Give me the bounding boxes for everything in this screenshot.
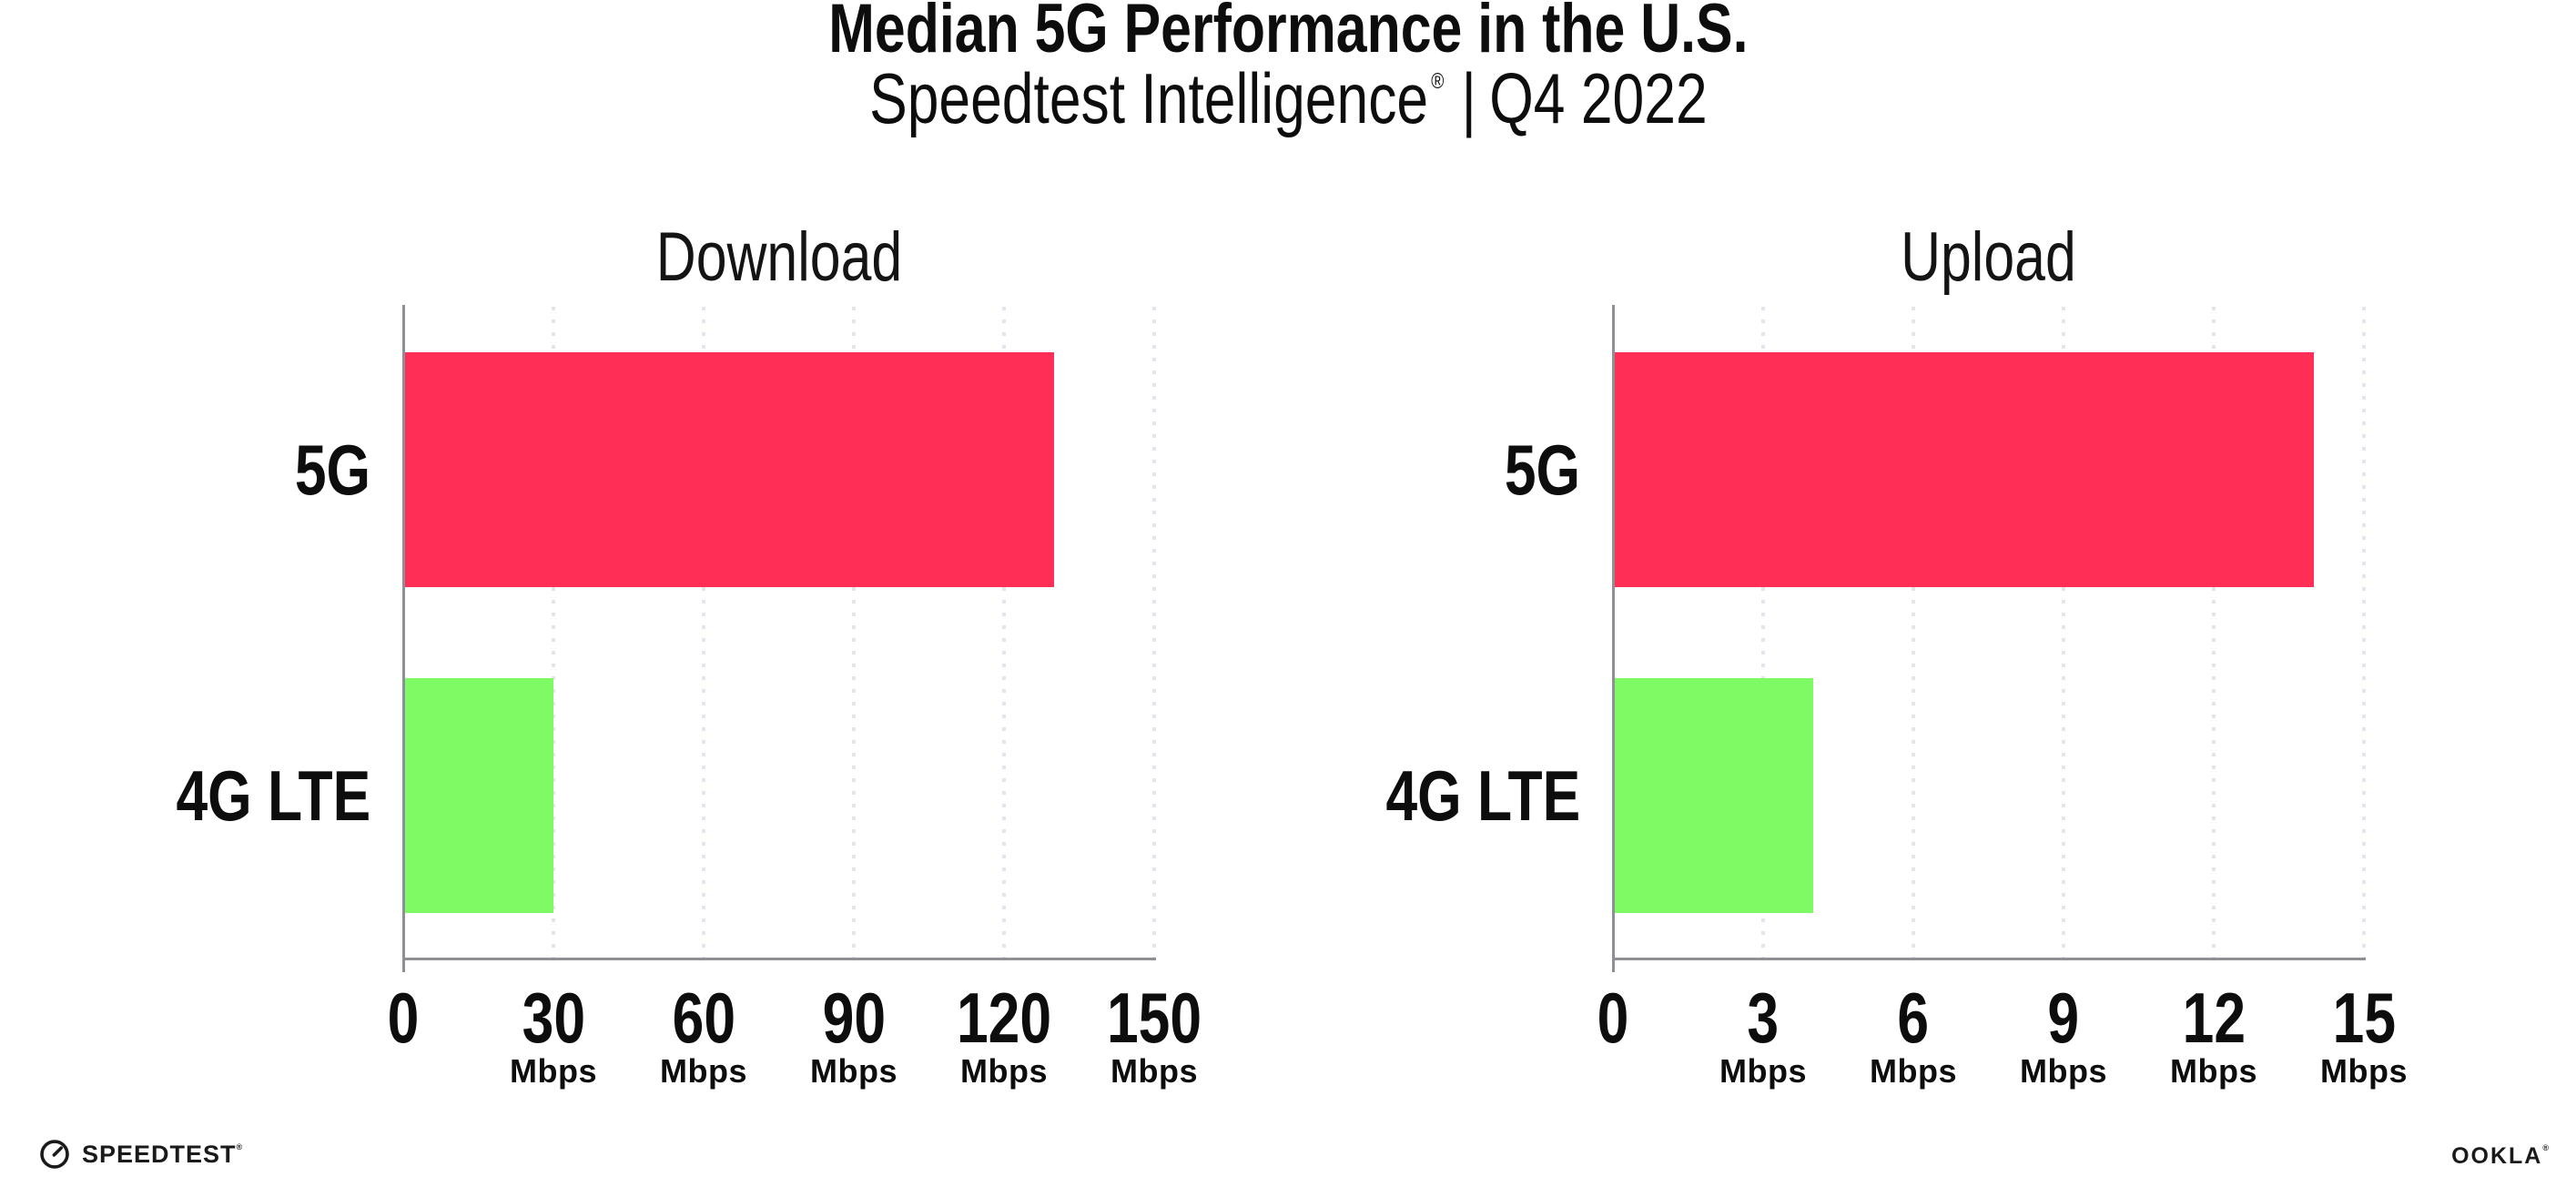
x-tick-value: 0: [383, 978, 422, 1058]
upload-chart-title-text: Upload: [1901, 218, 2076, 296]
category-label-4g-lte: 4G LTE: [127, 678, 370, 913]
x-tick-value-text: 120: [956, 978, 1052, 1058]
x-tick-value-text: 9: [2047, 978, 2080, 1058]
x-tick-unit: Mbps: [810, 1052, 898, 1090]
speedtest-registered-mark-icon: ®: [236, 1141, 244, 1151]
x-tick-value-text: 6: [1897, 978, 1930, 1058]
bar-row-4g-lte: 4G LTE: [1385, 678, 2364, 913]
page-title: Median 5G Performance in the U.S.: [0, 0, 2576, 67]
subtitle-period: Q4 2022: [1488, 58, 1708, 138]
x-tick-12: 12 Mbps: [2170, 978, 2257, 1090]
x-tick-0: 0: [383, 978, 422, 1058]
bar-4g-lte: [403, 678, 553, 913]
x-tick-unit: Mbps: [1110, 1052, 1198, 1090]
gridline-60-mbps: [702, 307, 705, 959]
x-tick-120: 120 Mbps: [945, 978, 1063, 1090]
bar-5g: [403, 352, 1054, 587]
category-label-text-5g: 5G: [1504, 429, 1580, 510]
page-subtitle-text: Speedtest Intelligence ® | Q4 2022: [869, 53, 1708, 134]
x-tick-value-text: 30: [522, 978, 585, 1058]
x-tick-value-text: 0: [387, 978, 420, 1058]
x-tick-value: 120: [945, 978, 1063, 1058]
x-tick-3: 3 Mbps: [1719, 978, 1807, 1090]
x-tick-unit: Mbps: [660, 1052, 747, 1090]
upload-chart: Upload 5G 4G LTE 0 3 Mbps 6 Mbps 9 Mbps 12 Mbps 15…: [1385, 218, 2408, 1133]
x-tick-value: 90: [810, 978, 898, 1058]
gridline-3-mbps: [1761, 307, 1765, 959]
x-tick-value: 12: [2170, 978, 2257, 1058]
download-chart: Download 5G 4G LTE 0 30 Mbps 60 Mbps 90 Mbps 120…: [176, 218, 1202, 1133]
x-tick-unit: Mbps: [959, 1052, 1048, 1090]
download-plot-area: 5G 4G LTE: [176, 305, 1156, 972]
x-tick-unit: Mbps: [1719, 1052, 1807, 1090]
x-tick-60: 60 Mbps: [660, 978, 747, 1090]
speedtest-gauge-icon: [40, 1140, 69, 1169]
x-tick-30: 30 Mbps: [510, 978, 597, 1090]
x-tick-value-text: 0: [1597, 978, 1629, 1058]
gridline-30-mbps: [552, 307, 555, 959]
x-tick-value: 30: [510, 978, 597, 1058]
bar-4g-lte: [1613, 678, 1813, 913]
category-label-text-4g-lte: 4G LTE: [1385, 755, 1580, 836]
bar-5g: [1613, 352, 2314, 587]
gridline-6-mbps: [1912, 307, 1915, 959]
x-tick-unit: Mbps: [510, 1052, 597, 1090]
x-tick-unit: Mbps: [2020, 1052, 2107, 1090]
x-tick-unit: Mbps: [2320, 1052, 2408, 1090]
x-tick-unit: Mbps: [2170, 1052, 2257, 1090]
download-chart-title-text: Download: [655, 218, 902, 296]
x-tick-value: 15: [2320, 978, 2408, 1058]
gridline-15-mbps: [2362, 307, 2366, 959]
gridline-9-mbps: [2062, 307, 2065, 959]
x-tick-0: 0: [1593, 978, 1632, 1058]
bar-row-5g: 5G: [1505, 352, 2364, 587]
category-label-text-4g-lte: 4G LTE: [176, 755, 370, 836]
upload-plot-area: 5G 4G LTE: [1385, 305, 2366, 972]
bar-row-4g-lte: 4G LTE: [176, 678, 1154, 913]
x-tick-value-text: 3: [1747, 978, 1780, 1058]
x-tick-value: 0: [1593, 978, 1632, 1058]
gridline-150-mbps: [1152, 307, 1156, 959]
category-label-5g: 5G: [1486, 352, 1580, 587]
category-label-5g: 5G: [276, 352, 370, 587]
x-tick-15: 15 Mbps: [2320, 978, 2408, 1090]
x-tick-value: 3: [1719, 978, 1807, 1058]
x-tick-value: 9: [2020, 978, 2107, 1058]
upload-chart-title: Upload: [1613, 218, 2364, 296]
x-tick-unit: Mbps: [1870, 1052, 1957, 1090]
gridline-12-mbps: [2212, 307, 2216, 959]
bar-row-5g: 5G: [295, 352, 1154, 587]
x-tick-value-text: 15: [2332, 978, 2396, 1058]
x-tick-6: 6 Mbps: [1870, 978, 1957, 1090]
subtitle-separator: |: [1461, 58, 1476, 138]
subtitle-brand: Speedtest Intelligence: [868, 58, 1428, 138]
category-label-text-5g: 5G: [294, 429, 370, 510]
category-label-4g-lte: 4G LTE: [1337, 678, 1580, 913]
x-tick-value: 6: [1870, 978, 1957, 1058]
ookla-wordmark-text: OOKLA: [2451, 1143, 2543, 1169]
x-tick-value-text: 12: [2182, 978, 2246, 1058]
page-subtitle: Speedtest Intelligence ® | Q4 2022: [0, 53, 2576, 134]
x-tick-value-text: 90: [822, 978, 886, 1058]
x-tick-value-text: 60: [672, 978, 735, 1058]
speedtest-wordmark: SPEEDTEST®: [82, 1141, 243, 1169]
download-x-axis-labels: 0 30 Mbps 60 Mbps 90 Mbps 120 Mbps 150 Mbps: [388, 978, 1202, 1116]
x-tick-value: 60: [660, 978, 747, 1058]
gridline-90-mbps: [852, 307, 856, 959]
x-tick-9: 9 Mbps: [2020, 978, 2107, 1090]
download-chart-title: Download: [403, 218, 1154, 296]
ookla-logo: OOKLA®: [2451, 1143, 2551, 1170]
gridline-120-mbps: [1002, 307, 1006, 959]
x-tick-150: 150 Mbps: [1095, 978, 1213, 1090]
ookla-registered-mark-icon: ®: [2542, 1143, 2551, 1152]
upload-x-axis-labels: 0 3 Mbps 6 Mbps 9 Mbps 12 Mbps 15 Mbps: [1597, 978, 2408, 1116]
x-tick-value-text: 150: [1106, 978, 1202, 1058]
speedtest-wordmark-text: SPEEDTEST: [82, 1140, 237, 1168]
x-tick-90: 90 Mbps: [810, 978, 898, 1090]
page-title-text: Median 5G Performance in the U.S.: [827, 0, 1749, 67]
registered-mark-icon: ®: [1430, 69, 1445, 94]
x-tick-value: 150: [1095, 978, 1213, 1058]
speedtest-logo: SPEEDTEST®: [38, 1138, 243, 1171]
